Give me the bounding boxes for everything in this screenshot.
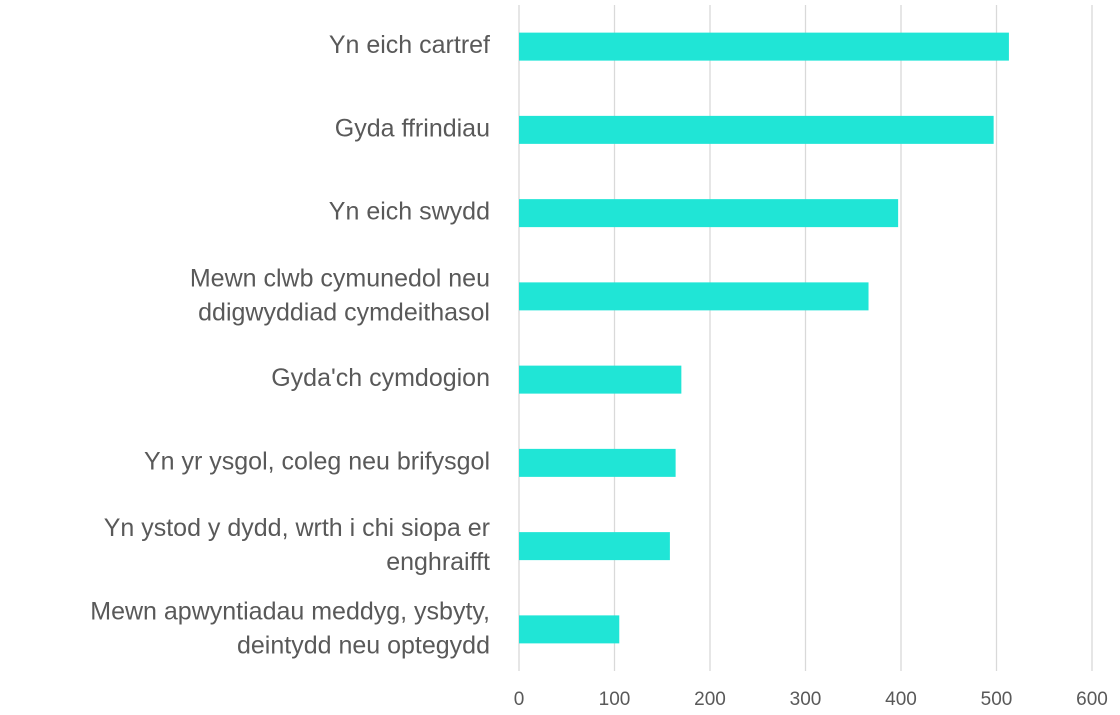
y-tick-label: Yn eich cartref [329, 31, 490, 59]
x-tick-label: 100 [599, 689, 631, 710]
bar [519, 282, 869, 311]
y-tick-label: Mewn apwyntiadau meddyg, ysbyty, deintydd… [90, 597, 490, 659]
x-tick-label: 400 [885, 689, 917, 710]
x-tick-label: 500 [981, 689, 1013, 710]
bar [519, 615, 620, 644]
y-tick-label: Yn eich swydd [329, 198, 490, 226]
x-tick-label: 600 [1076, 689, 1108, 710]
y-tick-label: Gyda ffrindiau [335, 114, 490, 142]
y-tick-label: Yn yr ysgol, coleg neu brifysgol [144, 447, 490, 475]
x-tick-label: 0 [514, 689, 525, 710]
bar [519, 365, 682, 394]
x-tick-label: 200 [694, 689, 726, 710]
bar [519, 199, 899, 228]
bar [519, 448, 676, 477]
y-tick-label: Mewn clwb cymunedol neu ddigwyddiad cymde… [190, 264, 490, 326]
y-tick-label: Yn ystod y dydd, wrth i chi siopa er engh… [104, 514, 490, 576]
x-tick-label: 300 [790, 689, 822, 710]
bar [519, 32, 1009, 61]
y-tick-label: Gyda'ch cymdogion [271, 364, 490, 392]
bar [519, 115, 994, 144]
bar [519, 532, 670, 561]
